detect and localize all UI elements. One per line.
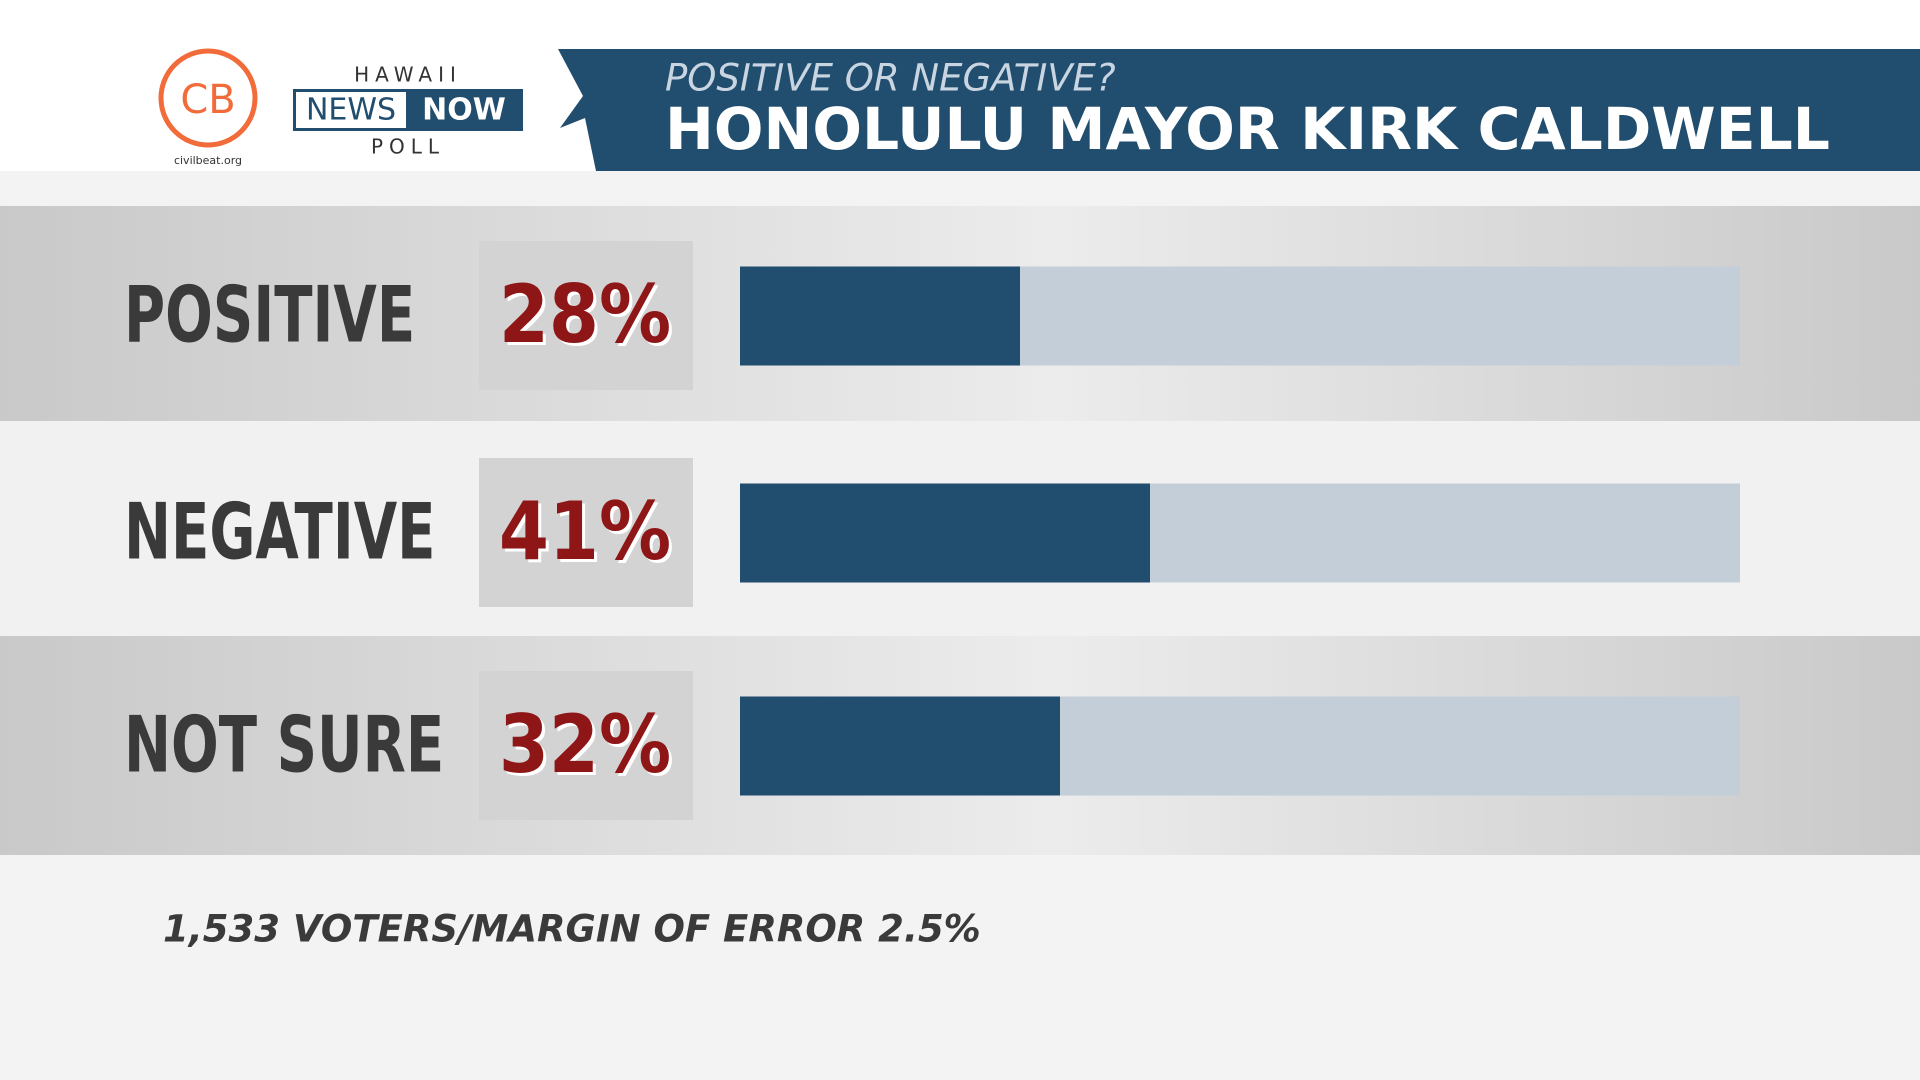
- value-label-shadow: 41%: [502, 487, 674, 581]
- value-label-shadow: 32%: [502, 700, 674, 794]
- cb-url: civilbeat.org: [174, 154, 242, 167]
- poll-text: POLL: [371, 135, 445, 159]
- bar: [740, 266, 1020, 366]
- value-label-shadow: 28%: [502, 270, 674, 364]
- category-label: POSITIVE: [124, 270, 415, 361]
- category-label: NOT SURE: [124, 700, 444, 791]
- news-text: NEWS: [306, 93, 396, 128]
- chart-subtitle: POSITIVE OR NEGATIVE?: [665, 57, 1116, 100]
- top-strip: [0, 0, 1920, 49]
- now-text: NOW: [422, 93, 506, 128]
- value-box: [479, 671, 693, 820]
- header-banner: [558, 49, 1920, 171]
- category-label: NEGATIVE: [124, 487, 436, 578]
- cb-logo: [158, 48, 258, 148]
- chart-title: HONOLULU MAYOR KIRK CALDWELL: [665, 95, 1830, 163]
- cb-text: CB: [180, 77, 235, 123]
- hawaii-text: HAWAII: [354, 63, 462, 87]
- value-box: [479, 458, 693, 607]
- value-box: [479, 241, 693, 390]
- bar: [740, 483, 1150, 583]
- bar: [740, 696, 1060, 796]
- value-label: 41%: [499, 484, 671, 578]
- news-box: [296, 92, 406, 128]
- footnote: 1,533 VOTERS/MARGIN OF ERROR 2.5%: [163, 908, 981, 951]
- value-label: 28%: [499, 267, 671, 361]
- value-label: 32%: [499, 697, 671, 791]
